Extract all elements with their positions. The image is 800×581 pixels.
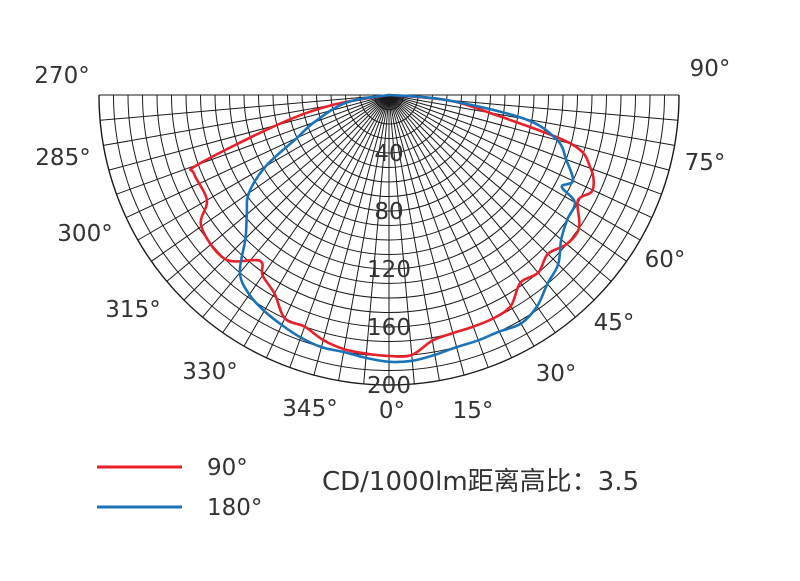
angle-tick-label: 285° [35,145,90,171]
grid-spoke [265,94,390,359]
grid-spoke [116,94,390,195]
grid-spoke [388,94,653,219]
radial-tick-label: 40 [374,141,403,167]
grid-spoke [108,94,390,171]
polar-grid [98,94,680,386]
grid-spoke [388,94,675,146]
grid-spoke [100,94,390,121]
radial-tick-label: 160 [367,315,411,341]
radial-tick-label: 200 [367,373,411,399]
grid-spoke [338,94,390,381]
series-layer [189,93,596,364]
grid-spoke [202,94,390,318]
legend: 90° 180° [97,455,262,521]
grid-spoke [388,94,465,376]
grid-spoke [388,94,576,318]
angle-tick-label: 90° [690,56,731,82]
angle-tick-label: 15° [453,398,494,424]
radial-tick-labels: 40 80 120 160 200 [367,141,411,399]
grid-spoke [183,94,390,301]
grid-spoke [388,94,489,368]
grid-spoke [388,94,627,262]
angle-tick-label: 345° [282,396,337,422]
angle-tick-label: 30° [536,361,577,387]
grid-spoke [388,94,415,384]
grid-spoke [388,94,641,241]
angle-tick-label: 300° [57,221,112,247]
radial-tick-label: 80 [374,199,403,225]
angle-tick-labels: 0° 15° 30° 45° 60° 75° 90° 345° 330° 315° 300° 285°… [34,56,730,424]
series-line-0 [189,93,596,358]
grid-spoke [166,94,390,282]
grid-spoke [388,94,556,333]
grid-spoke [388,94,612,282]
grid-spoke [222,94,390,333]
grid-spoke [388,94,513,359]
grid-spoke [151,94,390,262]
angle-tick-label: 315° [105,297,160,323]
angle-tick-label: 60° [645,247,686,273]
grid-spoke [388,94,440,381]
grid-spoke [388,94,535,347]
grid-spoke [313,94,390,376]
angle-tick-label: 45° [594,310,635,336]
grid-spoke [289,94,390,368]
angle-tick-label: 330° [182,359,237,385]
angle-tick-label: 270° [34,63,89,89]
angle-tick-label: 0° [379,398,405,424]
grid-spoke [388,94,595,301]
chart-note: CD/1000lm距离高比：3.5 [322,467,639,497]
angle-tick-label: 75° [685,150,726,176]
grid-spoke [388,94,662,195]
legend-label-1: 180° [207,495,262,521]
radial-tick-label: 120 [367,257,411,283]
grid-spoke [363,94,390,384]
series-line-1 [238,93,577,364]
grid-spoke [243,94,390,347]
grid-spoke [388,94,670,171]
legend-label-0: 90° [207,455,248,481]
grid-spoke [125,94,390,219]
